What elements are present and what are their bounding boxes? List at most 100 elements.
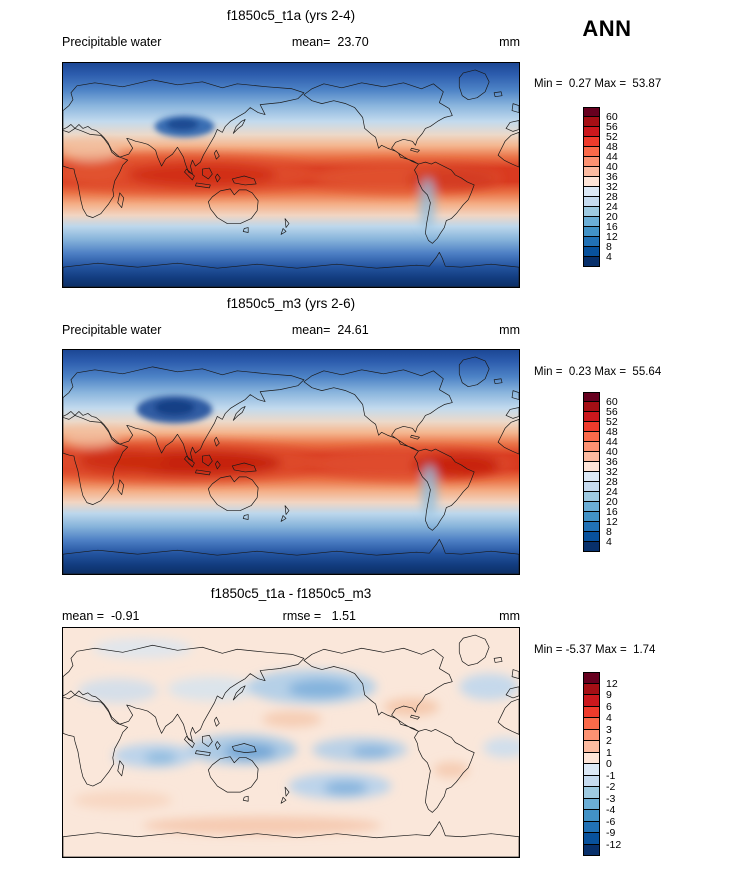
colorbar-box — [583, 764, 600, 776]
colorbar-tick-label: 28 — [606, 475, 618, 488]
colorbar-tick-label: 4 — [606, 535, 612, 548]
colorbar-tick-label: 20 — [606, 495, 618, 508]
colorbar-box — [583, 402, 600, 412]
panel1-mean-label: mean= 23.70 — [291, 35, 369, 49]
colorbar-box — [583, 695, 600, 707]
colorbar-box — [583, 452, 600, 462]
colorbar-box — [583, 810, 600, 822]
tibet-dry-patch-2 — [136, 395, 213, 424]
panel1-label-row: Precipitable water mean= 23.70 mm — [62, 35, 520, 49]
colorbar-tick-label: 40 — [606, 160, 618, 173]
colorbar-tick-label: 48 — [606, 140, 618, 153]
panel3-minmax-label: Min = -5.37 Max = 1.74 — [534, 644, 656, 656]
colorbar-tick-label: 9 — [606, 688, 612, 701]
colorbar-box — [583, 522, 600, 532]
colorbar-box — [583, 137, 600, 147]
panel2-map — [62, 349, 520, 575]
panel3-colorbar: 12 9 6 4 3 2 1 0 -1 -2 -3 -4 -6 -9 -12 — [583, 672, 621, 856]
colorbar-box — [583, 422, 600, 432]
colorbar-box — [583, 844, 600, 856]
season-label: ANN — [582, 16, 632, 41]
colorbar-box — [583, 833, 600, 845]
colorbar-tick-label: -2 — [606, 780, 616, 793]
panel2-mean-label: mean= 24.61 — [291, 323, 369, 337]
colorbar-tick-label: 24 — [606, 485, 618, 498]
panel1-map — [62, 62, 520, 288]
colorbar-box — [583, 718, 600, 730]
colorbar-box — [583, 197, 600, 207]
panel1-variable-label: Precipitable water — [62, 35, 162, 49]
colorbar-box — [583, 775, 600, 787]
panel3-mean-label: mean = -0.91 — [62, 609, 140, 623]
panel2-variable-label: Precipitable water — [62, 323, 162, 337]
colorbar-tick-label: 12 — [606, 515, 618, 528]
colorbar-box — [583, 392, 600, 402]
colorbar-box — [583, 706, 600, 718]
colorbar-tick-label: -1 — [606, 769, 616, 782]
colorbar-tick-label: -4 — [606, 803, 616, 816]
colorbar-tick-label: 56 — [606, 405, 618, 418]
colorbar-box — [583, 472, 600, 482]
colorbar-tick-label: 48 — [606, 425, 618, 438]
colorbar-box — [583, 741, 600, 753]
colorbar-box — [583, 502, 600, 512]
colorbar-tick-label: 3 — [606, 723, 612, 736]
colorbar-box — [583, 147, 600, 157]
colorbar-box — [583, 237, 600, 247]
colorbar-box — [583, 482, 600, 492]
colorbar-box — [583, 492, 600, 502]
colorbar-tick-label: 0 — [606, 757, 612, 770]
colorbar-tick-label: 1 — [606, 746, 612, 759]
panel1-colorbar: 60 56 52 48 44 40 36 32 28 24 20 16 12 8 4 — [583, 107, 618, 267]
colorbar-tick-label: 6 — [606, 700, 612, 713]
colorbar-tick-label: 36 — [606, 455, 618, 468]
colorbar-box — [583, 683, 600, 695]
panel3-rmse-label: rmse = 1.51 — [282, 609, 356, 623]
colorbar-tick-label: -3 — [606, 792, 616, 805]
colorbar-tick-label: 32 — [606, 465, 618, 478]
panel2-minmax-label: Min = 0.23 Max = 55.64 — [534, 366, 662, 378]
colorbar-box — [583, 542, 600, 552]
colorbar-box — [583, 177, 600, 187]
colorbar-tick-label: 12 — [606, 230, 618, 243]
colorbar-tick-label: 44 — [606, 150, 618, 163]
colorbar-tick-label: 4 — [606, 711, 612, 724]
world-map-difference — [63, 628, 519, 857]
colorbar-tick-label: 44 — [606, 435, 618, 448]
panel2-colorbar: 60 56 52 48 44 40 36 32 28 24 20 16 12 8 4 — [583, 392, 618, 552]
colorbar-box — [583, 512, 600, 522]
tibet-dry-patch-1 — [154, 115, 215, 138]
colorbar-box — [583, 217, 600, 227]
colorbar-box — [583, 442, 600, 452]
colorbar-box — [583, 167, 600, 177]
panel1-units-label: mm — [499, 35, 520, 49]
colorbar-tick-label: -12 — [606, 838, 622, 851]
colorbar-box — [583, 672, 600, 684]
colorbar-box — [583, 462, 600, 472]
colorbar-box — [583, 752, 600, 764]
world-map-precipitable-water-1 — [63, 63, 519, 287]
panel3-label-row: mean = -0.91 rmse = 1.51 mm — [62, 609, 520, 623]
field-anomaly-blobs-2 — [63, 427, 512, 517]
colorbar-tick-label: 24 — [606, 200, 618, 213]
colorbar-tick-label: 2 — [606, 734, 612, 747]
panel2-title: f1850c5_m3 (yrs 2-6) — [226, 296, 356, 311]
panel2-label-row: Precipitable water mean= 24.61 mm — [62, 323, 520, 337]
colorbar-box — [583, 127, 600, 137]
colorbar-tick-label: 16 — [606, 505, 618, 518]
colorbar-box — [583, 412, 600, 422]
colorbar-tick-label: 56 — [606, 120, 618, 133]
panel3-units-label: mm — [499, 609, 520, 623]
colorbar-tick-label: 32 — [606, 180, 618, 193]
colorbar-box — [583, 787, 600, 799]
colorbar-tick-label: 12 — [606, 677, 618, 690]
panel2-units-label: mm — [499, 323, 520, 337]
colorbar-box — [583, 107, 600, 117]
colorbar-tick-label: 40 — [606, 445, 618, 458]
panel3-title: f1850c5_t1a - f1850c5_m3 — [210, 586, 372, 601]
colorbar-box — [583, 257, 600, 267]
colorbar-box — [583, 532, 600, 542]
colorbar-box — [583, 798, 600, 810]
colorbar-tick-label: 52 — [606, 415, 618, 428]
